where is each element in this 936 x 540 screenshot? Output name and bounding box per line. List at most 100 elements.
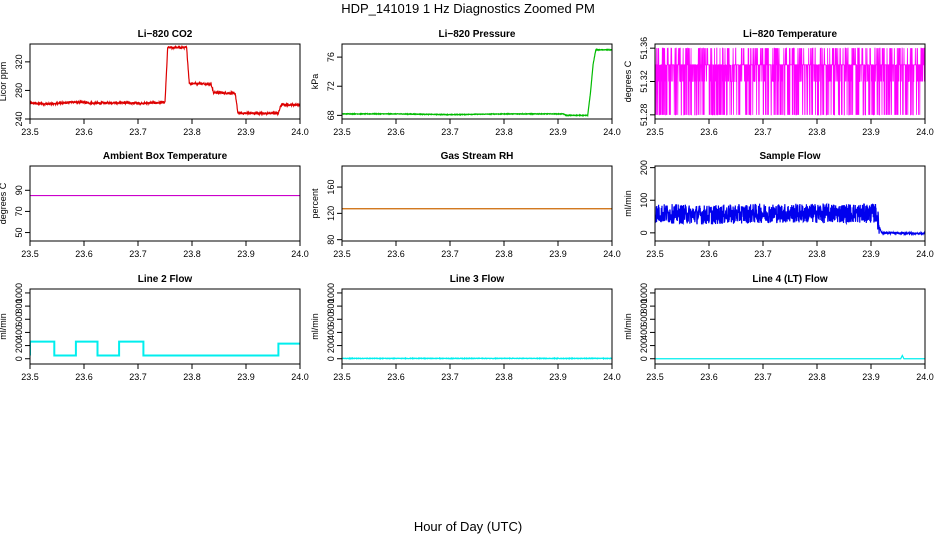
x-tick-label: 23.8 (808, 372, 826, 382)
series-line (655, 354, 925, 360)
panel-2: Li−820 Pressure kPa 23.5 23.6 23.7 23.8 23.9 24… (310, 29, 621, 137)
y-tick-label: 51.28 (639, 104, 649, 127)
series-line (342, 48, 612, 118)
y-tick-label: 0 (639, 356, 649, 361)
x-tick-label: 23.5 (333, 127, 351, 137)
x-tick-label: 23.9 (237, 127, 255, 137)
x-tick-label: 23.8 (183, 249, 201, 259)
x-tick-label: 23.6 (387, 249, 405, 259)
y-tick-label: 50 (14, 228, 24, 238)
y-tick-label: 90 (14, 185, 24, 195)
x-tick-label: 24.0 (603, 127, 621, 137)
y-tick-label: 120 (326, 206, 336, 221)
x-tick-label: 23.5 (21, 249, 39, 259)
x-tick-label: 23.9 (862, 372, 880, 382)
x-tick-label: 23.7 (129, 249, 147, 259)
figure-x-axis-label: Hour of Day (UTC) (413, 519, 523, 534)
x-tick-label: 23.5 (21, 372, 39, 382)
y-tick-label: 160 (326, 180, 336, 195)
y-axis-label: ml/min (310, 313, 320, 340)
panel-6: Sample Flow ml/min 23.5 23.6 23.7 23.8 23.9 24.… (623, 151, 934, 259)
plot-frame (341, 43, 613, 120)
y-tick-label: 0 (639, 230, 649, 235)
y-axis-label: ml/min (623, 190, 633, 217)
y-tick-label: 1000 (639, 283, 649, 303)
y-axis-label: percent (310, 188, 320, 219)
y-tick-label: 72 (326, 81, 336, 91)
x-tick-label: 23.9 (237, 249, 255, 259)
x-tick-label: 23.5 (21, 127, 39, 137)
panel-title: Sample Flow (759, 151, 820, 162)
x-tick-label: 24.0 (291, 249, 309, 259)
x-tick-label: 23.5 (333, 372, 351, 382)
y-tick-label: 1000 (326, 283, 336, 303)
panel-title: Li−820 Pressure (439, 29, 516, 40)
y-tick-label: 68 (326, 110, 336, 120)
x-tick-label: 23.9 (549, 372, 567, 382)
y-tick-label: 800 (326, 299, 336, 314)
y-axis-label: ml/min (623, 313, 633, 340)
y-axis-label: Licor ppm (0, 62, 8, 102)
plot-frame (341, 288, 613, 365)
plot-frame (341, 165, 613, 242)
panel-title: Line 4 (LT) Flow (752, 274, 828, 285)
panel-8: Line 3 Flow ml/min 23.5 23.6 23.7 23.8 23.9 24.… (310, 274, 621, 382)
y-tick-label: 200 (639, 160, 649, 175)
x-tick-label: 24.0 (291, 127, 309, 137)
y-tick-label: 51.32 (639, 70, 649, 93)
x-tick-label: 23.9 (862, 127, 880, 137)
x-tick-label: 24.0 (603, 249, 621, 259)
y-axis-label: ml/min (0, 313, 8, 340)
x-tick-label: 23.5 (646, 127, 664, 137)
panel-title: Ambient Box Temperature (103, 151, 228, 162)
x-tick-label: 23.6 (387, 127, 405, 137)
plot-frame (29, 165, 301, 242)
y-tick-label: 800 (14, 299, 24, 314)
x-tick-label: 23.8 (183, 127, 201, 137)
y-tick-label: 0 (326, 356, 336, 361)
x-tick-label: 23.8 (808, 249, 826, 259)
x-tick-label: 23.6 (700, 127, 718, 137)
panel-3: Li−820 Temperature degrees C 23.5 23.6 23.7 2… (623, 29, 934, 137)
x-tick-label: 23.5 (646, 372, 664, 382)
x-tick-label: 23.8 (495, 127, 513, 137)
x-tick-label: 23.7 (129, 127, 147, 137)
panel-7: Line 2 Flow ml/min 23.5 23.6 23.7 23.8 23.9 24.… (0, 274, 309, 382)
plot-frame (654, 288, 926, 365)
y-tick-label: 76 (326, 52, 336, 62)
y-tick-label: 400 (639, 325, 649, 340)
panel-title: Li−820 Temperature (743, 29, 837, 40)
x-tick-label: 23.7 (754, 372, 772, 382)
panel-1: Li−820 CO2 Licor ppm 23.5 23.6 23.7 23.8 23.9 2… (0, 29, 309, 137)
series-line (655, 202, 925, 237)
y-tick-label: 800 (639, 299, 649, 314)
x-tick-label: 23.6 (700, 249, 718, 259)
y-tick-label: 100 (639, 193, 649, 208)
y-tick-label: 200 (639, 338, 649, 353)
x-tick-label: 23.7 (754, 127, 772, 137)
series-line (655, 47, 925, 116)
y-tick-label: 1000 (14, 283, 24, 303)
x-tick-label: 24.0 (291, 372, 309, 382)
y-tick-label: 600 (14, 312, 24, 327)
x-tick-label: 23.8 (808, 127, 826, 137)
x-tick-label: 23.9 (862, 249, 880, 259)
plot-frame (29, 43, 301, 120)
y-tick-label: 280 (14, 83, 24, 98)
x-tick-label: 23.6 (387, 372, 405, 382)
x-tick-label: 23.6 (700, 372, 718, 382)
figure-title: HDP_141019 1 Hz Diagnostics Zoomed PM (341, 1, 595, 16)
series-line (342, 356, 612, 361)
x-tick-label: 23.9 (549, 127, 567, 137)
plot-frame (29, 288, 301, 365)
x-tick-label: 24.0 (916, 372, 934, 382)
y-axis-label: kPa (310, 74, 320, 90)
x-tick-label: 23.7 (754, 249, 772, 259)
x-tick-label: 23.8 (183, 372, 201, 382)
x-tick-label: 24.0 (603, 372, 621, 382)
x-tick-label: 23.8 (495, 372, 513, 382)
y-tick-label: 600 (326, 312, 336, 327)
panel-title: Gas Stream RH (441, 151, 514, 162)
panel-title: Li−820 CO2 (138, 29, 193, 40)
